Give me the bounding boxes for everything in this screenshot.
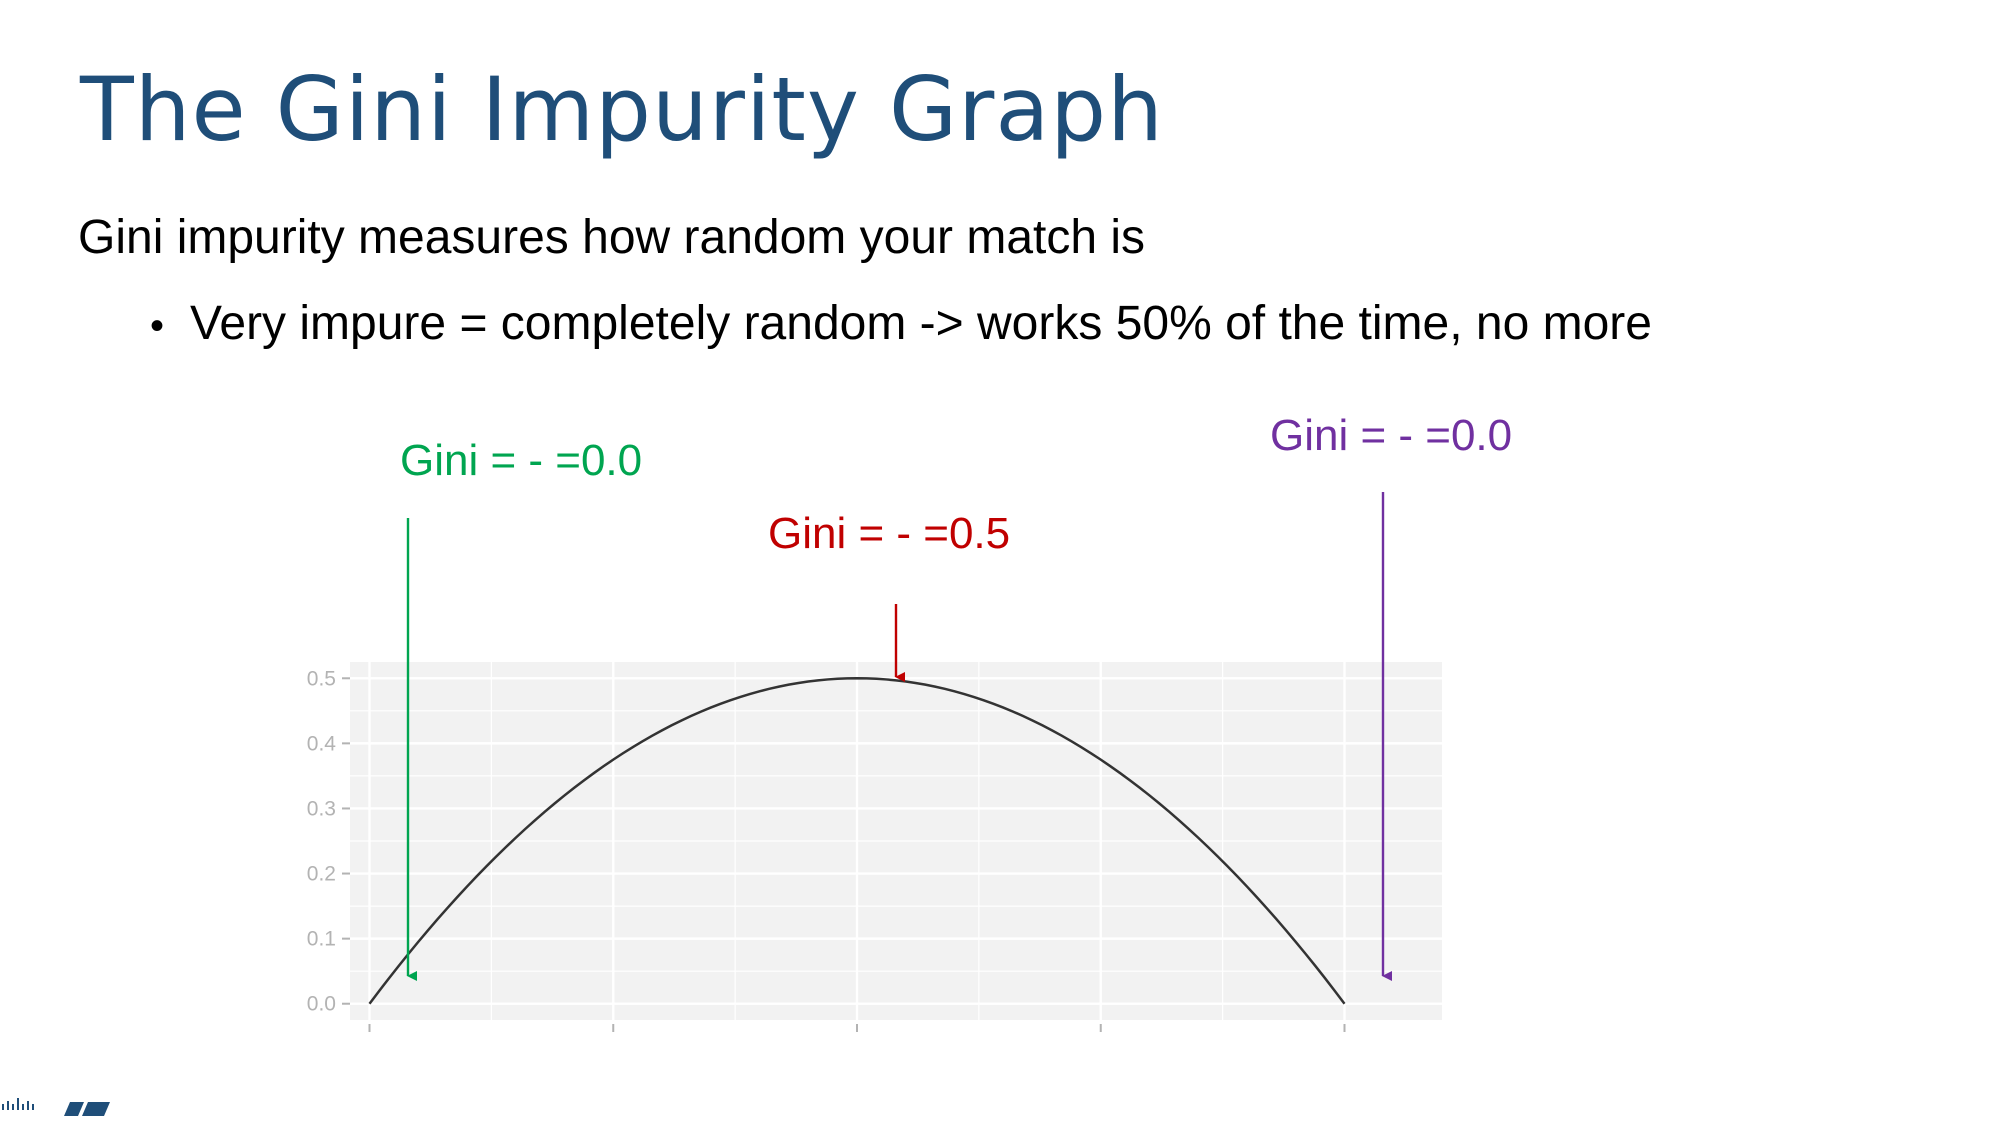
annotation-layer: Gini = - =0.0 Gini = - =0.5 Gini = - =0.0 xyxy=(400,411,1512,981)
slide-title: The Gini Impurity Graph xyxy=(80,58,1164,161)
y-tick-label: 0.0 xyxy=(307,993,336,1016)
y-tick-label: 0.2 xyxy=(307,863,336,886)
y-tick-label: 0.1 xyxy=(307,928,336,951)
annotation-red-label: Gini = - =0.5 xyxy=(768,509,1010,558)
lead-text: Gini impurity measures how random your m… xyxy=(78,211,1146,264)
annotation-purple-label: Gini = - =0.0 xyxy=(1270,411,1512,460)
cisco-logo xyxy=(2,1098,110,1116)
y-tick-label: 0.5 xyxy=(307,667,336,690)
grid-minor xyxy=(350,662,1442,1020)
bullet-text: Very impure = completely random -> works… xyxy=(190,297,1652,350)
bullet-item: • Very impure = completely random -> wor… xyxy=(150,296,1652,351)
gini-curve xyxy=(368,677,1346,1005)
annotation-green-label: Gini = - =0.0 xyxy=(400,436,642,485)
y-tick-label: 0.4 xyxy=(307,732,337,755)
bullet-dot: • xyxy=(150,304,165,348)
y-axis: 0.0 0.1 0.2 0.3 0.4 0.5 xyxy=(307,667,350,1016)
y-tick-label: 0.3 xyxy=(307,797,336,820)
grid-major xyxy=(350,662,1442,1020)
x-axis xyxy=(368,1024,1346,1032)
